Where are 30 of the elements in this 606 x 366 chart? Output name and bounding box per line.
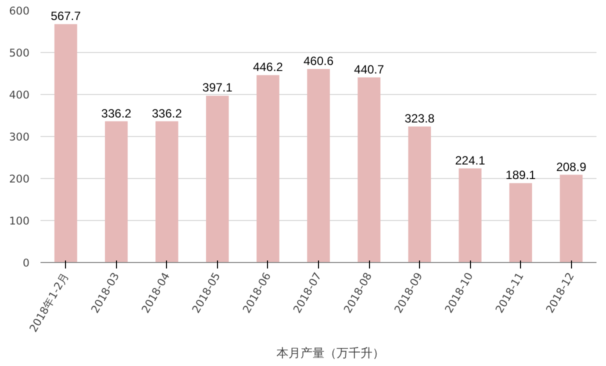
- bar: [307, 69, 330, 262]
- bar: [358, 77, 380, 262]
- text: 本月产量（万千升）: [276, 344, 384, 362]
- y-tick-label: 100: [9, 214, 30, 228]
- y-tick-label: 200: [9, 172, 30, 186]
- bar: [408, 126, 431, 262]
- bar: [54, 24, 78, 262]
- data-label: 208.9: [556, 160, 587, 174]
- bar: [256, 75, 280, 262]
- bar: [206, 96, 229, 262]
- y-tick-label: 600: [9, 4, 30, 18]
- bar: [155, 121, 178, 262]
- data-label: 336.2: [152, 106, 182, 120]
- y-tick-label: 400: [9, 88, 30, 102]
- data-label: 446.2: [252, 60, 284, 74]
- data-label: 189.1: [506, 168, 536, 182]
- bar: [509, 183, 532, 262]
- data-label: 224.1: [455, 153, 486, 168]
- data-label: 460.6: [303, 54, 334, 68]
- data-label: 440.7: [354, 62, 384, 76]
- bar: [458, 168, 482, 262]
- y-tick-label: 0: [22, 256, 30, 270]
- y-tick-label: 300: [9, 130, 30, 144]
- data-label: 397.1: [202, 80, 233, 95]
- bar: [104, 121, 128, 262]
- data-label: 567.7: [50, 9, 82, 24]
- bar: [560, 174, 583, 262]
- data-label: 336.2: [101, 106, 132, 120]
- data-label: 323.8: [404, 112, 435, 126]
- y-tick-label: 500: [9, 46, 30, 60]
